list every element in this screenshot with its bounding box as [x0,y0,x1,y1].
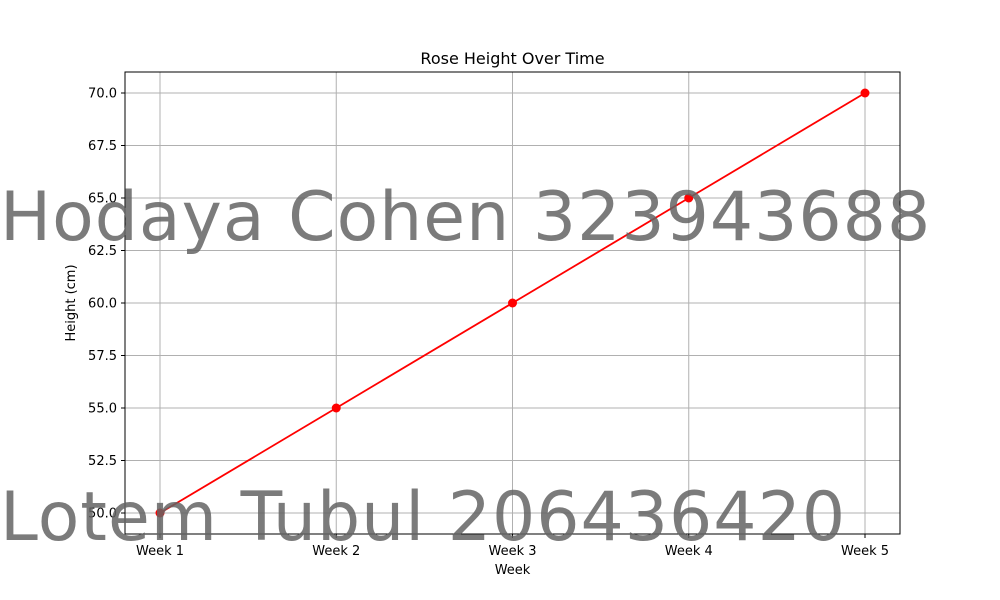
chart-title: Rose Height Over Time [420,49,604,68]
data-point [684,193,694,203]
y-tick-label: 50.0 [88,507,117,522]
data-point [331,403,341,413]
data-point [508,298,517,308]
y-tick-label: 57.5 [88,349,117,364]
x-tick-label: Week 2 [312,544,360,559]
y-tick-label: 60.0 [88,297,117,312]
y-tick-label: 67.5 [88,139,117,154]
y-tick-label: 65.0 [88,192,117,207]
y-tick-label: 55.0 [88,402,117,417]
series-layer [155,88,870,518]
y-axis-label: Height (cm) [64,264,79,341]
y-tick-label: 70.0 [88,87,117,102]
y-tick-label: 52.5 [88,454,117,469]
data-point [860,88,870,98]
x-tick-label: Week 4 [665,544,713,559]
x-tick-label: Week 3 [488,544,536,559]
x-axis-label: Week [495,563,531,578]
axis-ticks: 50.0 52.5 55.0 57.5 60.0 62.5 65.0 67.5 70.0 Week… [88,87,889,560]
y-tick-label: 62.5 [88,244,117,259]
data-point [155,508,165,518]
x-tick-label: Week 1 [136,544,184,559]
x-tick-label: Week 5 [841,544,889,559]
